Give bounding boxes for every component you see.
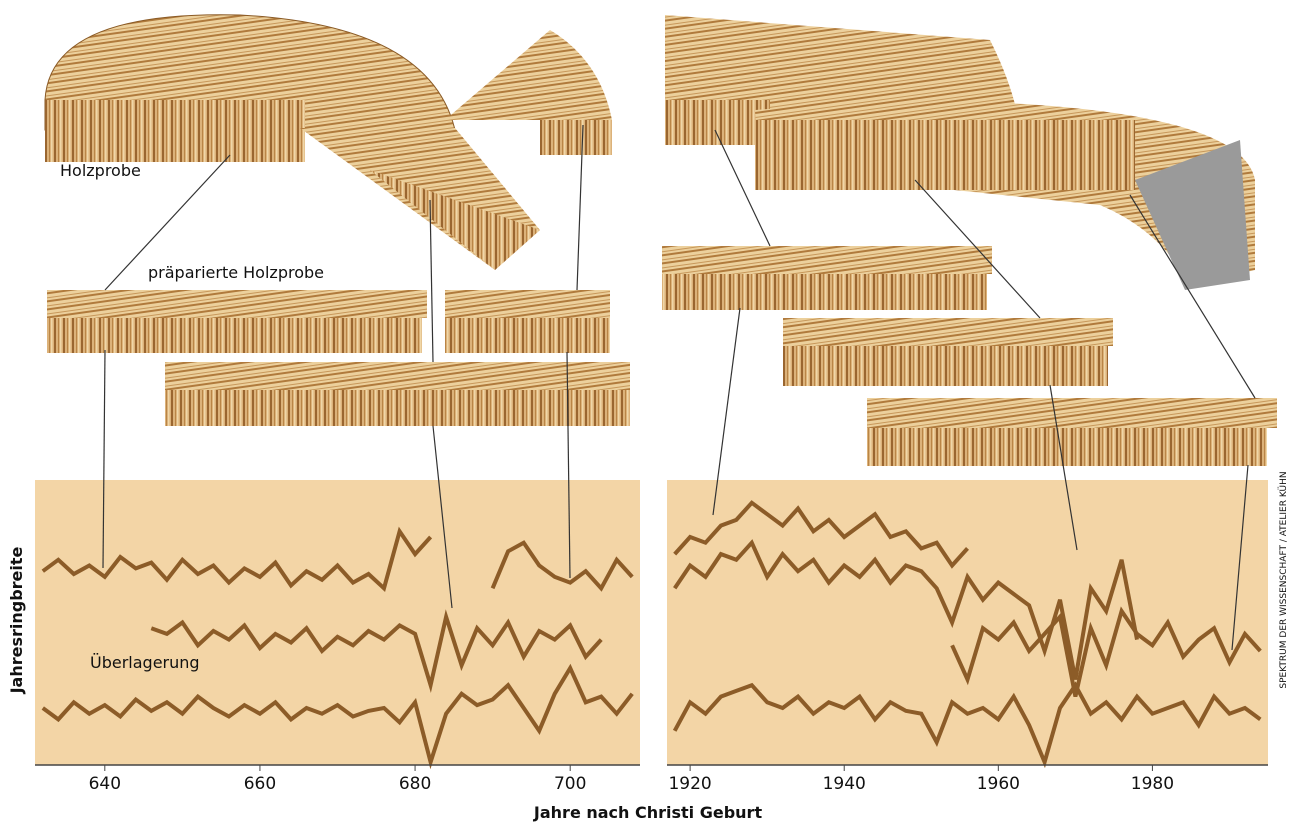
y-axis-title: Jahresringbreite (7, 546, 26, 694)
x-tick-label: 640 (89, 774, 121, 794)
x-tick-label: 680 (399, 774, 431, 794)
figure: Holzprobe präparierte Holzprobe Überlage… (0, 0, 1296, 824)
plot-background (667, 480, 1268, 765)
x-tick-label: 1940 (823, 774, 866, 794)
x-tick-label: 700 (554, 774, 586, 794)
annotation: Überlagerung (90, 653, 200, 672)
x-tick-label: 1980 (1131, 774, 1174, 794)
x-tick-label: 1920 (668, 774, 711, 794)
plot-background (35, 480, 640, 765)
annotation: Holzprobe (60, 161, 141, 180)
x-tick-label: 660 (244, 774, 276, 794)
x-tick-label: 1960 (977, 774, 1020, 794)
x-axis-title: Jahre nach Christi Geburt (533, 803, 763, 822)
annotation: präparierte Holzprobe (148, 263, 324, 282)
credit: SPEKTRUM DER WISSENSCHAFT / ATELIER KÜHN (1278, 471, 1289, 688)
